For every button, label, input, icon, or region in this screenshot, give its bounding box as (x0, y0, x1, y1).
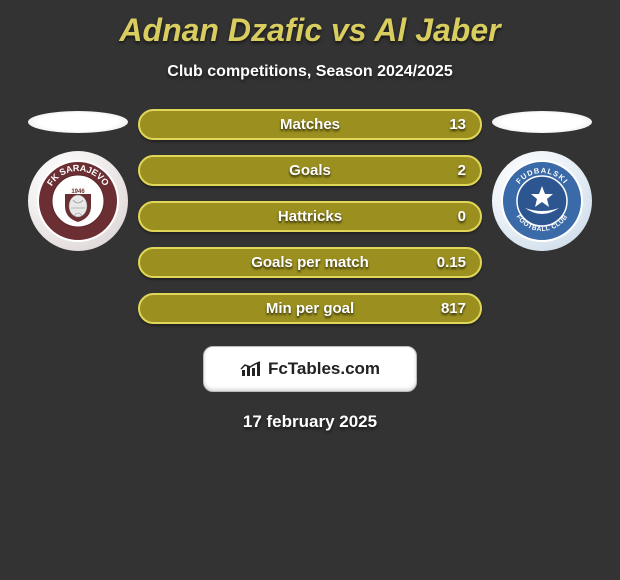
left-player-avatar (28, 111, 128, 133)
stat-label: Hattricks (278, 208, 342, 225)
snapshot-date: 17 february 2025 (0, 412, 620, 432)
stat-value: 817 (441, 300, 466, 317)
page-title: Adnan Dzafic vs Al Jaber (0, 0, 620, 49)
stat-row: Matches 13 (138, 109, 482, 140)
stats-column: Matches 13 Goals 2 Hattricks 0 Goals per match… (138, 109, 482, 324)
crest-right-svg: FUDBALSKI FOOTBALL CLUB (499, 158, 585, 244)
stat-label: Matches (280, 116, 340, 133)
stat-value: 13 (449, 116, 466, 133)
stat-row: Min per goal 817 (138, 293, 482, 324)
chart-icon (240, 360, 262, 378)
left-club-crest: FK SARAJEVO 1946 (28, 151, 128, 251)
stat-row: Goals 2 (138, 155, 482, 186)
stat-row: Hattricks 0 (138, 201, 482, 232)
svg-text:1946: 1946 (71, 189, 85, 195)
stat-row: Goals per match 0.15 (138, 247, 482, 278)
stat-label: Goals (289, 162, 331, 179)
stat-label: Goals per match (251, 254, 369, 271)
right-player-avatar (492, 111, 592, 133)
stat-label: Min per goal (266, 300, 354, 317)
left-player-column: FK SARAJEVO 1946 (18, 109, 138, 324)
brand-watermark: FcTables.com (203, 346, 417, 392)
right-club-crest: FUDBALSKI FOOTBALL CLUB (492, 151, 592, 251)
crest-left-svg: FK SARAJEVO 1946 (35, 158, 121, 244)
stat-value: 2 (458, 162, 466, 179)
stat-value: 0.15 (437, 254, 466, 271)
page-subtitle: Club competitions, Season 2024/2025 (0, 63, 620, 81)
right-player-column: FUDBALSKI FOOTBALL CLUB (482, 109, 602, 324)
comparison-area: FK SARAJEVO 1946 Matches 13 Goals 2 Hattrick… (0, 109, 620, 324)
brand-name: FcTables.com (268, 359, 380, 379)
stat-value: 0 (458, 208, 466, 225)
